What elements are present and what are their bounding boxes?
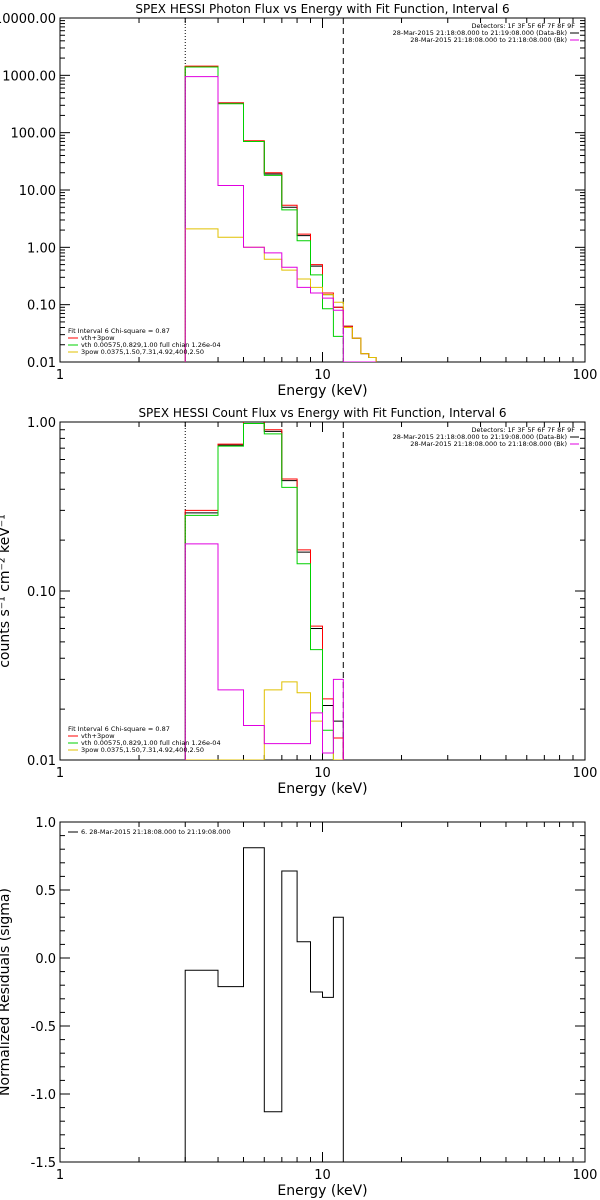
photon-x-tick-label: 100 (573, 368, 598, 383)
resid-legend-text: 6. 28-Mar-2015 21:18:08.000 to 21:19:08.… (81, 828, 231, 836)
resid-series-residuals (184, 847, 344, 1162)
photon-series-data (184, 66, 377, 362)
count-legend-text: vth 0.00575,0.829,1.00 full chian 1.26e-… (81, 739, 221, 747)
photon-legend-text: 3pow 0.0375,1.50,7.31,4.92,400,2.50 (81, 348, 204, 356)
photon-legend-text: vth+3pow (81, 334, 115, 342)
count-series-vth-3pow (184, 422, 344, 760)
count-panel: SPEX HESSI Count Flux vs Energy with Fit… (0, 406, 597, 797)
photon-y-tick-label: 10000.00 (0, 12, 56, 27)
count-y-tick-label: 0.01 (27, 754, 56, 769)
count-x-tick-label: 1 (56, 766, 64, 781)
resid-x-tick-label: 1 (56, 1168, 64, 1183)
photon-y-tick-label: 100.00 (11, 127, 57, 142)
photon-series-vth (184, 66, 377, 362)
photon-legend-text: vth 0.00575,0.829,1.00 full chian 1.26e-… (81, 341, 221, 349)
count-x-axis-label: Energy (keV) (277, 781, 367, 797)
photon-y-tick-label: 10.00 (19, 184, 56, 199)
resid-x-axis-label: Energy (keV) (277, 1183, 367, 1199)
resid-y-tick-label: -1.0 (31, 1088, 56, 1103)
resid-x-tick-label: 100 (573, 1168, 598, 1183)
count-legend-text: 3pow 0.0375,1.50,7.31,4.92,400,2.50 (81, 746, 204, 754)
count-x-tick-label: 10 (314, 766, 331, 781)
resid-y-tick-label: 1.0 (35, 816, 56, 831)
photon-y-tick-label: 1000.00 (2, 69, 56, 84)
photon-panel: SPEX HESSI Photon Flux vs Energy with Fi… (0, 2, 597, 399)
resid-y-tick-label: -1.5 (31, 1156, 56, 1171)
photon-plot-frame (59, 17, 586, 363)
count-series-bk (184, 543, 344, 760)
photon-y-tick-label: 0.10 (27, 299, 56, 314)
count-y-tick-label: 1.00 (27, 416, 56, 431)
photon-series-bk (184, 76, 377, 362)
photon-title: SPEX HESSI Photon Flux vs Energy with Fi… (135, 2, 509, 16)
resid-panel: 1 10 100 -1.5 -1.0 -0.5 0.0 0.5 1.0 Energy (keV) N… (0, 816, 597, 1199)
photon-legend-right-text: 28-Mar-2015 21:18:08.000 to 21:18:08.000… (410, 36, 567, 44)
count-y-tick-label: 0.10 (27, 585, 56, 600)
photon-legend-right-text: 28-Mar-2015 21:18:08.000 to 21:19:08.000… (393, 29, 567, 37)
count-legend-text: Fit Interval 6 Chi-square = 0.87 (68, 725, 170, 733)
photon-y-tick-label: 0.01 (27, 356, 56, 371)
count-y-axis-label: counts s⁻¹ cm⁻² keV⁻¹ (0, 514, 13, 668)
photon-legend-text: Fit Interval 6 Chi-square = 0.87 (68, 327, 170, 335)
count-title: SPEX HESSI Count Flux vs Energy with Fit… (138, 406, 506, 420)
resid-y-tick-label: 0.5 (35, 884, 56, 899)
count-legend-right-text: 28-Mar-2015 21:18:08.000 to 21:19:08.000… (393, 433, 567, 441)
resid-y-tick-label: -0.5 (31, 1020, 56, 1035)
count-series-data (184, 422, 344, 760)
photon-x-tick-label: 1 (56, 368, 64, 383)
photon-x-tick-label: 10 (314, 368, 331, 383)
count-legend-text: vth+3pow (81, 732, 115, 740)
count-x-tick-label: 100 (573, 766, 598, 781)
resid-y-tick-label: 0.0 (35, 952, 56, 967)
photon-x-axis-label: Energy (keV) (277, 383, 367, 399)
photon-legend-right-text: Detectors: 1F 3F 5F 6F 7F 8F 9F (472, 22, 576, 30)
photon-series-vth-3pow (184, 65, 377, 362)
resid-x-tick-label: 10 (314, 1168, 331, 1183)
resid-y-axis-label: Normalized Residuals (sigma) (0, 888, 13, 1096)
count-series-3pow (185, 681, 344, 760)
photon-y-tick-label: 1.00 (27, 241, 56, 256)
count-legend-right-text: Detectors: 1F 3F 5F 6F 7F 8F 9F (472, 426, 576, 434)
count-legend-right-text: 28-Mar-2015 21:18:08.000 to 21:18:08.000… (410, 440, 567, 448)
